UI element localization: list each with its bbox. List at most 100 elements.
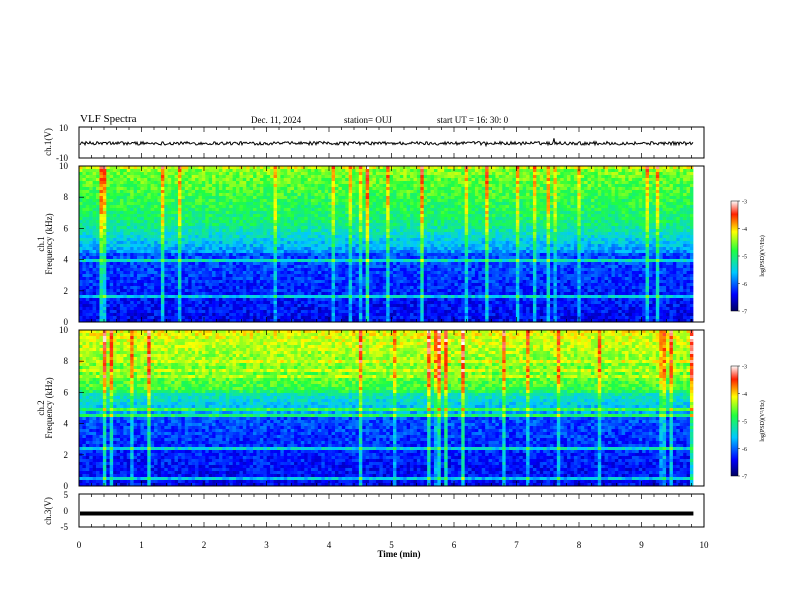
spectrogram-cell [683,223,687,227]
spectrogram-cell [655,181,660,185]
spectrogram-cell [133,202,138,206]
spectrogram-cell [358,175,363,179]
spectrogram-cell [649,217,653,221]
spectrogram-cell [304,220,308,224]
spectrogram-cell [273,220,278,224]
spectrogram-cell [502,217,506,221]
spectrogram-cell [457,202,462,206]
spectrogram-cell [198,247,203,251]
spectrogram-cell [198,217,203,221]
spectrogram-cell [137,232,141,236]
spectrogram-cell [256,199,261,203]
spectrogram-cell [116,166,121,170]
spectrogram-cell [481,202,486,206]
spectrogram-cell [382,214,387,218]
spectrogram-cell [416,196,421,200]
spectrogram-cell [133,181,138,185]
spectrogram-cell [369,211,373,215]
spectrogram-cell [689,244,694,248]
spectrogram-cell [505,181,510,185]
spectrogram-cell [457,226,462,230]
spectrogram-cell [290,208,295,212]
spectrogram-cell [372,166,377,170]
spectrogram-cell [567,211,571,215]
spectrogram-cell [437,169,442,173]
spectrogram-cell [304,244,308,248]
spectrogram-cell [324,235,329,239]
spectrogram-cell [532,196,537,200]
spectrogram-cell [140,193,145,197]
spectrogram-cell [270,217,274,221]
spectrogram-cell [570,244,575,248]
spectrogram-cell [597,169,602,173]
spectrogram-cell [123,223,128,227]
spectrogram-cell [447,214,452,218]
spectrogram-cell [416,202,421,206]
spectrogram-cell [334,211,339,215]
spectrogram-cell [311,223,315,227]
spectrogram-cell [560,220,564,224]
spectrogram-cell [543,205,547,209]
spectrogram-cell [669,196,674,200]
spectrogram-cell [386,241,390,245]
spectrogram-cell [171,235,175,239]
spectrogram-cell [201,193,206,197]
spectrogram-cell [126,217,131,221]
spectrogram-cell [532,181,537,185]
spectrogram-cell [253,211,257,215]
spectrogram-cell [311,172,315,176]
spectrogram-cell [259,217,264,221]
spectrogram-cell [413,202,418,206]
spectrogram-cell [689,190,694,194]
spectrogram-cell [205,214,209,218]
spectrogram-cell [123,175,128,179]
spectrogram-cell [570,181,575,185]
spectrogram-cell [512,196,517,200]
spectrogram-cell [638,178,643,182]
spectrogram-cell [478,241,483,245]
spectrogram-cell [389,172,394,176]
spectrogram-cell [198,223,203,227]
spectrogram-cell [116,214,121,218]
spectrogram-cell [283,232,288,236]
spectrogram-cell [157,235,162,239]
spectrogram-cell [597,226,602,230]
spectrogram-cell [683,202,687,206]
spectrogram-cell [249,226,254,230]
spectrogram-cell [338,217,343,221]
spectrogram-cell [126,208,131,212]
spectrogram-cell [195,232,199,236]
spectrogram-cell [686,172,691,176]
spectrogram-cell [249,178,254,182]
spectrogram-cell [492,226,496,230]
spectrogram-cell [321,193,326,197]
spectrogram-cell [526,238,530,242]
spectrogram-cell [143,196,148,200]
spectrogram-cell [157,226,162,230]
spectrogram-cell [567,223,571,227]
spectrogram-cell [573,238,578,242]
spectrogram-cell [369,229,373,233]
spectrogram-cell [386,175,390,179]
spectrogram-cell [474,205,479,209]
spectrogram-cell [474,202,479,206]
spectrogram-cell [672,226,677,230]
spectrogram-cell [106,202,111,206]
spectrogram-cell [625,241,629,245]
spectrogram-cell [672,193,677,197]
spectrogram-cell [253,199,257,203]
spectrogram-cell [406,244,411,248]
spectrogram-cell [345,211,349,215]
spectrogram-cell [488,181,493,185]
spectrogram-cell [570,178,575,182]
spectrogram-cell [676,226,681,230]
spectrogram-cell [597,184,602,188]
spectrogram-cell [218,211,223,215]
spectrogram-cell [307,211,312,215]
spectrogram-cell [492,211,496,215]
spectrogram-cell [416,229,421,233]
spectrogram-cell [208,175,213,179]
spectrogram-cell [253,220,257,224]
spectrogram-cell [427,181,431,185]
spectrogram-cell [430,229,435,233]
